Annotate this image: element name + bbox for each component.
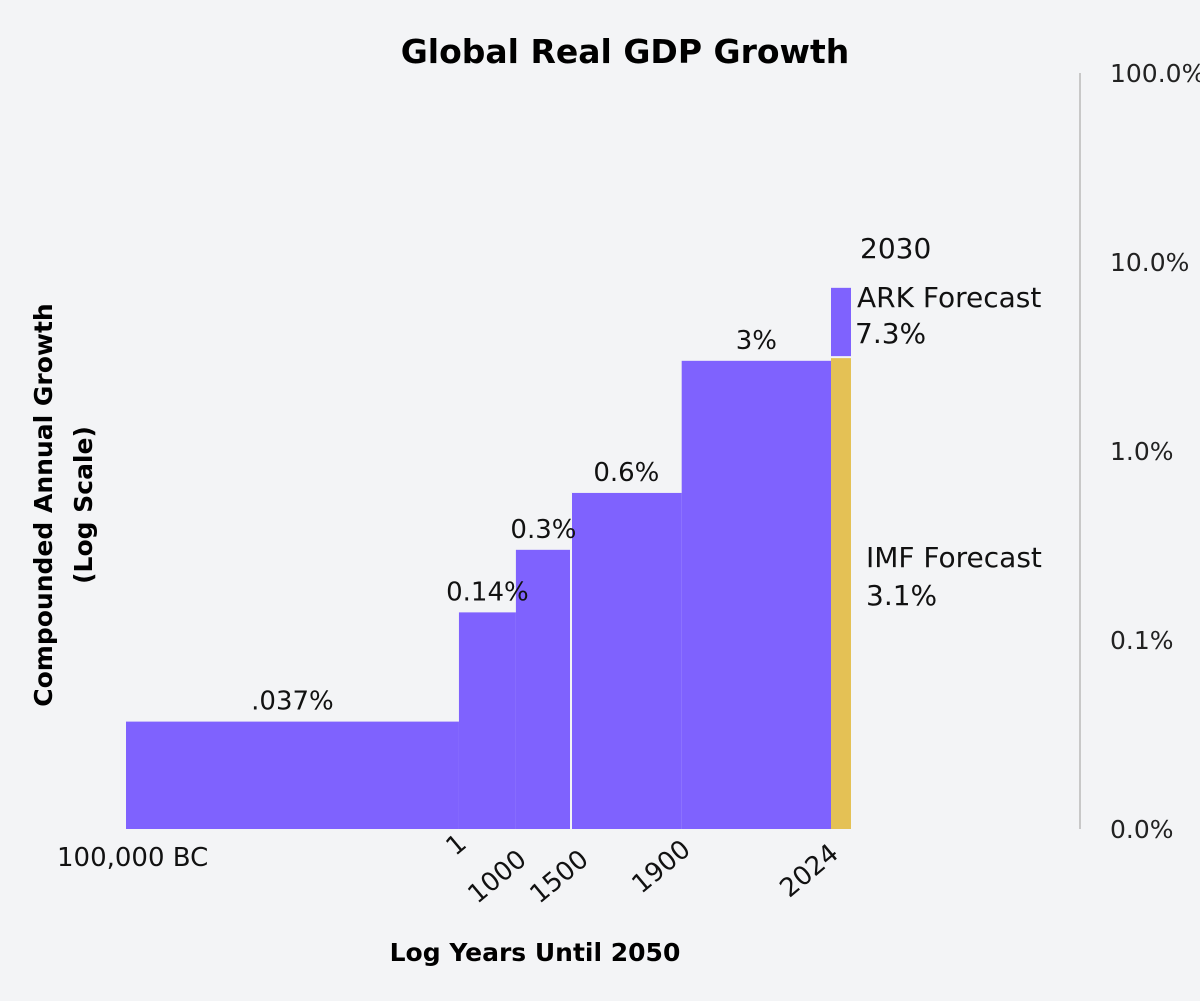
bar-segment [458,612,516,829]
x-tick-label: 1900 [627,834,697,900]
bar-value-label: .037% [251,687,334,717]
bar-value-label: 0.3% [510,515,576,545]
ark-forecast-value: 7.3% [855,317,926,350]
bar-segment [681,360,831,829]
x-tick-label: 1000 [463,844,533,910]
y-tick-label: 100.0% [1110,59,1200,88]
ark-forecast-bar [831,287,851,357]
x-tick-label: 1 [441,828,473,862]
x-axis-title: Log Years Until 2050 [390,938,681,967]
bars-group [126,360,831,829]
imf-forecast-value: 3.1% [866,579,937,612]
y-tick-label: 1.0% [1110,437,1174,466]
y-tick-label: 0.1% [1110,626,1174,655]
bar-value-label: 0.6% [593,458,659,488]
bar-segment [515,549,571,829]
y-axis-title-group: Compounded Annual Growth (Log Scale) [29,303,98,706]
bar-segment [570,492,682,829]
bar-value-label: 3% [736,326,777,356]
bar-labels-group: .037% 0.14% 0.3% 0.6% 3% [251,326,777,717]
x-tick-label: 100,000 BC [57,843,208,873]
y-tick-label: 0.0% [1110,815,1174,844]
chart-title: Global Real GDP Growth [401,32,850,71]
ark-forecast-year: 2030 [860,232,931,265]
y-axis-ticks: 100.0% 10.0% 1.0% 0.1% 0.0% [1110,59,1200,844]
imf-forecast-bar [831,358,851,829]
y-tick-label: 10.0% [1110,248,1189,277]
x-tick-label: 2024 [775,838,845,904]
imf-forecast-label: IMF Forecast [866,541,1042,574]
x-tick-label: 1500 [525,844,595,910]
bar-value-label: 0.14% [446,577,529,607]
y-axis-subtitle: (Log Scale) [69,426,98,584]
ark-forecast-label: ARK Forecast [857,281,1041,314]
y-axis-title: Compounded Annual Growth [29,303,58,706]
bar-segment [126,721,459,829]
